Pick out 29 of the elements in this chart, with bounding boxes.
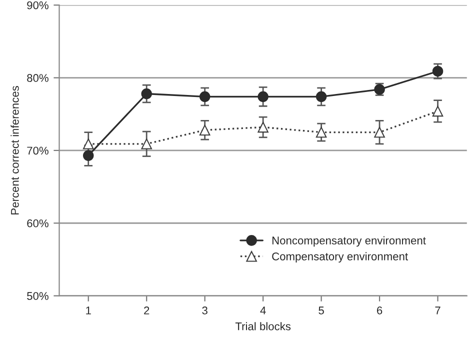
y-tick-label: 50%: [27, 292, 48, 300]
point: [141, 88, 152, 100]
x-tick-label: 2: [144, 306, 150, 314]
y-axis-title: Percent correct inferences: [10, 86, 19, 214]
y-tick-label: 60%: [27, 219, 48, 228]
point: [432, 106, 444, 117]
x-tick-label: 4: [260, 306, 266, 314]
point: [258, 91, 268, 102]
y-tick-label: 90%: [27, 1, 48, 10]
point: [199, 124, 210, 136]
point: [199, 91, 210, 102]
legend-label: Noncompensatory environment: [272, 236, 426, 247]
y-tick-label: 70%: [27, 146, 48, 155]
point: [374, 126, 385, 138]
x-tick-label: 3: [202, 306, 208, 314]
point: [316, 91, 327, 102]
x-axis-title: Trial blocks: [235, 322, 291, 330]
legend-label: Compensatory environment: [272, 252, 408, 263]
x-tick-label: 6: [377, 306, 382, 314]
point: [82, 150, 94, 161]
point: [258, 122, 268, 133]
x-tick-label: 5: [318, 306, 324, 314]
x-tick-label: 7: [435, 306, 440, 314]
y-tick-label: 80%: [27, 74, 48, 82]
point: [432, 66, 444, 77]
point: [316, 126, 327, 138]
x-tick-label: 1: [86, 306, 91, 314]
point: [141, 138, 152, 150]
point: [82, 138, 94, 150]
